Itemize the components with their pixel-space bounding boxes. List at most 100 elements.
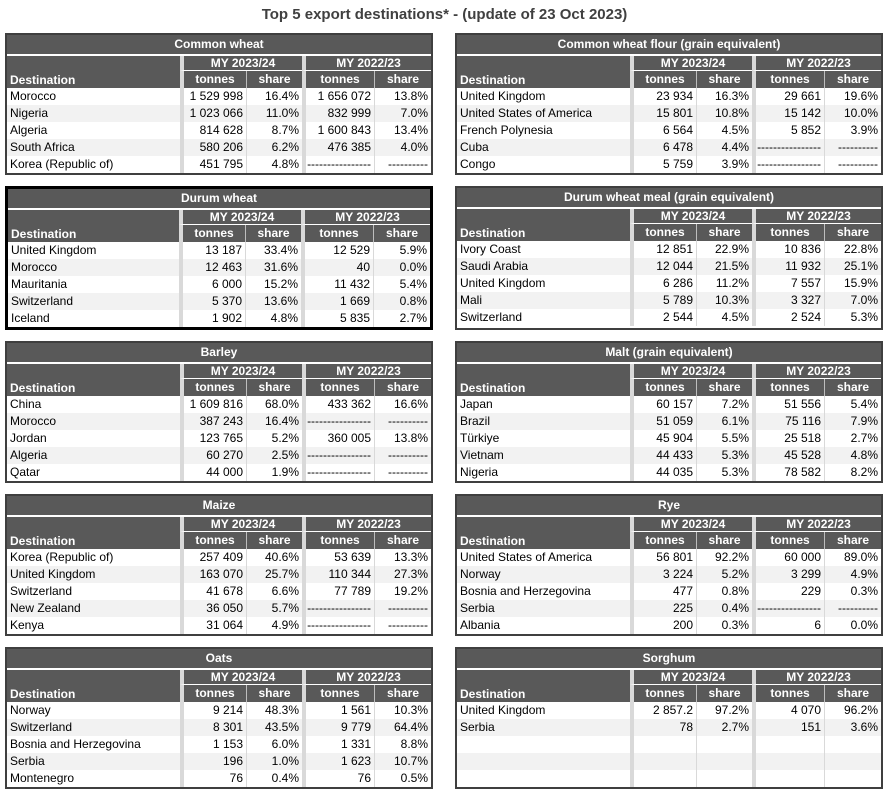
- tonnes-cell: 76: [302, 770, 374, 787]
- period-1-header: MY 2023/24: [180, 56, 302, 71]
- destination-cell: Korea (Republic of): [10, 550, 114, 564]
- destination-column-header: Destination: [460, 687, 526, 701]
- table-row: Mali 5 789 10.3% 3 327 7.0%: [457, 292, 881, 309]
- destination-cell: United Kingdom: [11, 243, 97, 257]
- share-cell: 8.8%: [374, 736, 431, 753]
- tonnes-column-header: tonnes: [752, 685, 824, 702]
- table-row: South Africa 580 206 6.2% 476 385 4.0%: [7, 139, 431, 156]
- tonnes-cell: ----------------: [302, 447, 374, 464]
- destination-column-header: Destination: [460, 226, 526, 240]
- share-cell: 5.3%: [696, 464, 752, 481]
- share-cell: 22.9%: [696, 241, 752, 258]
- tonnes-cell: 25 518: [752, 430, 824, 447]
- period-2-header: MY 2022/23: [302, 517, 431, 532]
- tonnes-cell: 110 344: [302, 566, 374, 583]
- destination-cell: Jordan: [10, 431, 47, 445]
- share-cell: [696, 770, 752, 787]
- table-row: [457, 736, 881, 753]
- commodity-table: Rye Destination MY 2023/24 MY 2022/23 to…: [455, 494, 883, 636]
- period-1-header: MY 2023/24: [180, 517, 302, 532]
- share-cell: 6.2%: [246, 139, 302, 156]
- period-1-header: MY 2023/24: [630, 364, 752, 379]
- table-row: Nigeria 1 023 066 11.0% 832 999 7.0%: [7, 105, 431, 122]
- tonnes-cell: 1 153: [180, 736, 246, 753]
- share-cell: 43.5%: [246, 719, 302, 736]
- table-row: Switzerland 41 678 6.6% 77 789 19.2%: [7, 583, 431, 600]
- destination-cell: China: [10, 397, 42, 411]
- period-1-header: MY 2023/24: [630, 670, 752, 685]
- period-2-header: MY 2022/23: [301, 210, 430, 225]
- share-cell: 13.3%: [374, 549, 431, 566]
- table-title: Rye: [457, 496, 881, 517]
- share-cell: 2.7%: [824, 430, 881, 447]
- share-column-header: share: [824, 685, 881, 702]
- tonnes-cell: 44 035: [630, 464, 696, 481]
- tonnes-cell: [752, 753, 824, 770]
- destination-cell: [457, 736, 630, 753]
- tonnes-cell: 5 852: [752, 122, 824, 139]
- destination-column-header: Destination: [10, 381, 76, 395]
- share-column-header: share: [696, 71, 752, 88]
- share-cell: ----------: [374, 413, 431, 430]
- table-row: [457, 753, 881, 770]
- share-cell: [696, 753, 752, 770]
- commodity-table: Malt (grain equivalent) Destination MY 2…: [455, 341, 883, 483]
- share-cell: 15.9%: [824, 275, 881, 292]
- tonnes-cell: 6 000: [179, 276, 245, 293]
- destination-cell: South Africa: [10, 140, 75, 154]
- tonnes-cell: 360 005: [302, 430, 374, 447]
- tonnes-column-header: tonnes: [180, 532, 246, 549]
- share-cell: [824, 753, 881, 770]
- table-row: Cuba 6 478 4.4% ---------------- ----------: [457, 139, 881, 156]
- destination-cell: Switzerland: [460, 310, 523, 324]
- share-cell: 0.3%: [824, 583, 881, 600]
- share-cell: 7.2%: [696, 396, 752, 413]
- period-2-header: MY 2022/23: [302, 364, 431, 379]
- tonnes-cell: 10 836: [752, 241, 824, 258]
- destination-cell: United Kingdom: [460, 276, 546, 290]
- share-cell: 5.2%: [246, 430, 302, 447]
- tonnes-cell: 77 789: [302, 583, 374, 600]
- destination-cell: Nigeria: [460, 465, 499, 479]
- destination-cell: Vietnam: [460, 448, 504, 462]
- tonnes-column-header: tonnes: [630, 224, 696, 241]
- destination-column-header: Destination: [460, 381, 526, 395]
- tonnes-cell: 163 070: [180, 566, 246, 583]
- share-cell: 22.8%: [824, 241, 881, 258]
- commodity-table: Maize Destination MY 2023/24 MY 2022/23 …: [5, 494, 433, 636]
- tonnes-cell: [630, 770, 696, 787]
- tonnes-cell: 5 759: [630, 156, 696, 173]
- share-cell: 48.3%: [246, 702, 302, 719]
- destination-cell: Algeria: [10, 448, 48, 462]
- table-row: Morocco 387 243 16.4% ---------------- -----…: [7, 413, 431, 430]
- tonnes-cell: 477: [630, 583, 696, 600]
- table-row: French Polynesia 6 564 4.5% 5 852 3.9%: [457, 122, 881, 139]
- destination-cell: United Kingdom: [10, 567, 96, 581]
- tonnes-cell: 200: [630, 617, 696, 634]
- table-row: Brazil 51 059 6.1% 75 116 7.9%: [457, 413, 881, 430]
- share-column-header: share: [246, 379, 302, 396]
- share-cell: 3.9%: [696, 156, 752, 173]
- share-cell: 0.5%: [374, 770, 431, 787]
- destination-cell: United Kingdom: [460, 89, 546, 103]
- tonnes-cell: 78 582: [752, 464, 824, 481]
- tonnes-cell: 451 795: [180, 156, 246, 173]
- tonnes-cell: 60 000: [752, 549, 824, 566]
- tonnes-column-header: tonnes: [752, 532, 824, 549]
- share-cell: 6.0%: [246, 736, 302, 753]
- tonnes-cell: 6 564: [630, 122, 696, 139]
- table-row: United Kingdom 23 934 16.3% 29 661 19.6%: [457, 88, 881, 105]
- share-cell: 5.3%: [824, 309, 881, 326]
- tonnes-cell: 1 561: [302, 702, 374, 719]
- destination-cell: United Kingdom: [460, 703, 546, 717]
- share-cell: 16.4%: [246, 413, 302, 430]
- share-column-header: share: [824, 224, 881, 241]
- tonnes-cell: 1 669: [301, 293, 373, 310]
- tonnes-cell: [630, 753, 696, 770]
- share-cell: 4.9%: [824, 566, 881, 583]
- table-header: Destination MY 2023/24 MY 2022/23 tonnes…: [457, 364, 881, 396]
- destination-cell: Mauritania: [11, 277, 68, 291]
- share-cell: 13.6%: [245, 293, 301, 310]
- share-column-header: share: [373, 225, 430, 242]
- period-1-header: MY 2023/24: [179, 210, 301, 225]
